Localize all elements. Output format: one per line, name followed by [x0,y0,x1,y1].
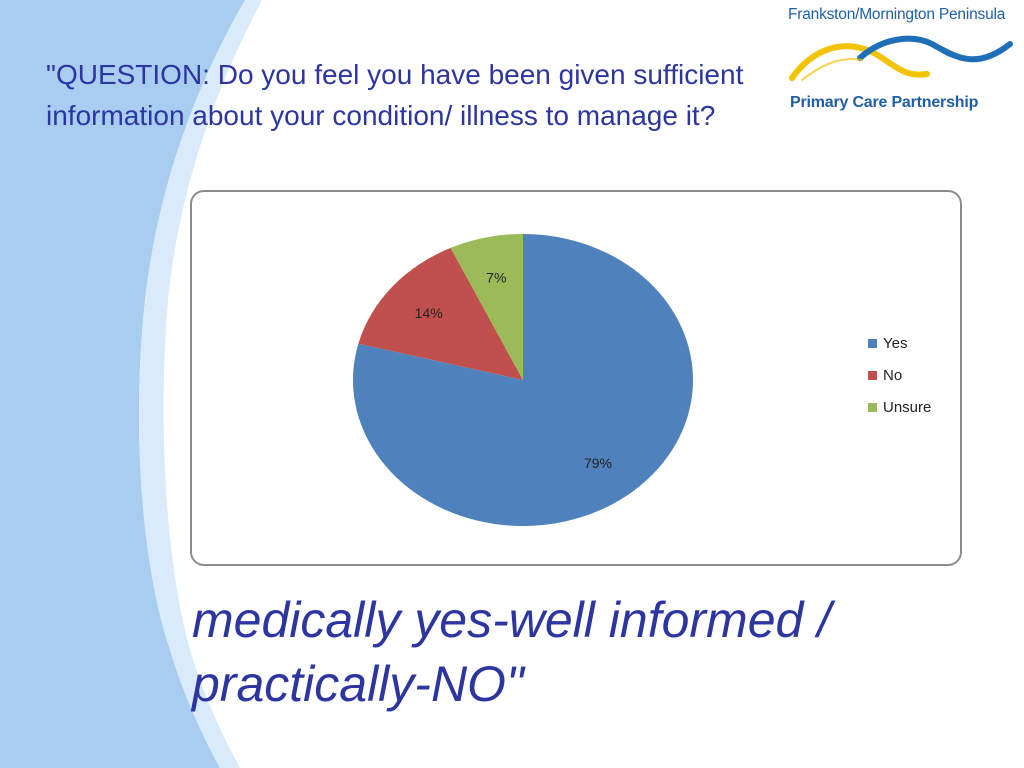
legend-label-unsure: Unsure [883,399,931,416]
data-label-no: 14% [415,305,443,321]
legend-swatch-no [868,371,877,380]
logo: Frankston/Mornington Peninsula Primary C… [782,4,1018,116]
legend-label-yes: Yes [883,335,907,352]
legend-swatch-unsure [868,403,877,412]
pie-slice-yes [352,234,693,526]
pie-chart: 79% 14% 7% Yes No Unsure [352,234,931,526]
caption-line-1: medically yes-well informed / [192,592,832,648]
logo-bottom-text: Primary Care Partnership [790,94,979,111]
pie-slice-unsure [450,234,523,380]
data-label-unsure: 7% [486,269,506,285]
data-label-yes: 79% [584,455,612,471]
chart-frame: 79% 14% 7% Yes No Unsure [190,190,962,566]
legend-swatch-yes [868,339,877,348]
logo-swoosh-icon [789,35,1013,81]
legend-label-no: No [883,367,902,384]
question-heading: "QUESTION: Do you feel you have been giv… [46,59,744,131]
caption: medically yes-well informed / practicall… [192,588,992,716]
caption-line-2: practically-NO" [192,656,524,712]
pie-slice-no [358,247,523,380]
logo-top-text: Frankston/Mornington Peninsula [788,6,1006,23]
